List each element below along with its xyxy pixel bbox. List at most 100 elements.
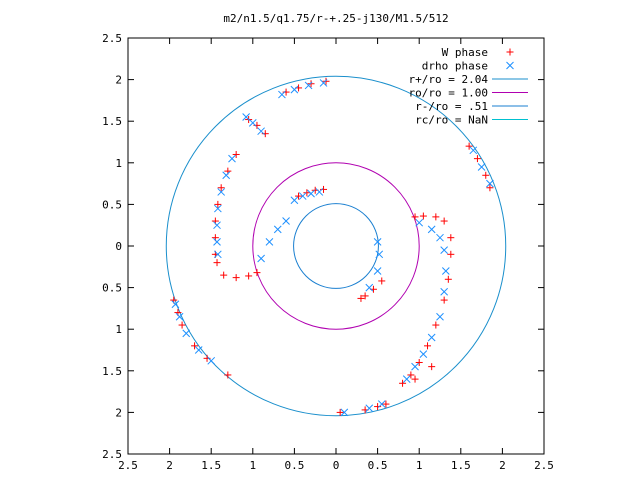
point-0-22	[253, 269, 261, 277]
legend-label-1: drho phase	[422, 60, 488, 73]
point-0-51	[224, 371, 232, 379]
point-0-36	[428, 363, 436, 371]
point-1-21	[282, 217, 290, 225]
point-0-10	[322, 77, 330, 85]
point-0-20	[232, 274, 240, 282]
point-0-34	[407, 371, 415, 379]
point-1-15	[213, 221, 221, 230]
point-1-32	[402, 375, 411, 383]
point-1-36	[365, 283, 374, 292]
y-tick-label-3: 1	[115, 157, 122, 170]
point-0-28	[447, 250, 455, 258]
point-1-7	[278, 90, 286, 99]
point-0-43	[473, 155, 481, 163]
point-0-45	[486, 184, 494, 192]
point-1-22	[415, 218, 424, 227]
point-1-20	[273, 225, 282, 234]
y-tick-label-9: 2	[115, 406, 122, 419]
point-0-31	[432, 321, 440, 329]
point-1-18	[257, 254, 265, 263]
point-0-33	[415, 358, 423, 366]
point-0-25	[432, 213, 440, 221]
point-0-42	[465, 142, 473, 150]
point-0-54	[374, 403, 382, 411]
x-tick-label-9: 2	[499, 459, 506, 472]
point-0-13	[217, 184, 225, 192]
legend-label-2: r+/ro = 2.04	[409, 73, 489, 86]
point-0-4	[261, 130, 269, 138]
point-1-47	[377, 400, 386, 408]
x-tick-label-1: 2	[166, 459, 173, 472]
point-0-30	[440, 296, 448, 304]
point-1-6	[242, 113, 250, 121]
point-1-25	[440, 246, 449, 255]
y-tick-label-5: 0	[115, 240, 122, 253]
point-0-18	[213, 259, 221, 267]
point-0-26	[440, 217, 448, 225]
point-1-30	[419, 350, 428, 359]
point-1-13	[217, 188, 226, 196]
point-1-17	[214, 250, 222, 259]
point-1-12	[222, 171, 231, 180]
circle-0	[165, 75, 507, 417]
y-tick-label-10: 2.5	[102, 448, 122, 461]
point-0-11	[232, 150, 240, 158]
point-0-41	[378, 277, 386, 285]
legend-label-0: W phase	[442, 46, 488, 59]
point-1-24	[436, 233, 444, 242]
y-tick-label-0: 2.5	[102, 32, 122, 45]
legend-label-3: ro/ro = 1.00	[409, 87, 488, 100]
point-1-3	[315, 188, 324, 196]
point-1-41	[175, 312, 184, 321]
y-tick-label-4: 0.5	[102, 198, 122, 211]
point-1-44	[207, 356, 216, 365]
point-0-24	[419, 212, 427, 220]
x-tick-label-10: 2.5	[534, 459, 554, 472]
y-tick-label-2: 1.5	[102, 115, 122, 128]
point-0-19	[220, 271, 228, 279]
y-tick-label-6: 0.5	[102, 282, 122, 295]
point-1-26	[441, 267, 450, 275]
point-1-35	[373, 267, 382, 275]
point-1-42	[182, 329, 191, 338]
point-1-5	[248, 119, 257, 127]
reference-circles	[165, 75, 507, 417]
y-tick-label-1: 2	[115, 74, 122, 87]
x-tick-label-2: 1.5	[201, 459, 221, 472]
point-1-19	[265, 237, 274, 246]
point-1-10	[319, 79, 328, 87]
point-0-1	[303, 189, 311, 197]
circle-1	[252, 162, 420, 330]
point-1-46	[365, 404, 374, 413]
point-1-40	[171, 300, 180, 309]
x-tick-label-3: 1	[249, 459, 256, 472]
point-1-38	[477, 163, 486, 171]
point-0-7	[282, 88, 290, 96]
point-0-3	[320, 185, 328, 193]
point-0-44	[482, 171, 490, 179]
point-1-34	[375, 250, 384, 259]
x-tick-label-8: 1.5	[451, 459, 471, 472]
point-1-39	[486, 179, 494, 188]
point-0-55	[382, 400, 390, 408]
legend-marker-0	[506, 48, 514, 56]
point-0-9	[307, 80, 315, 88]
point-1-16	[213, 237, 221, 246]
point-1-8	[290, 85, 299, 94]
point-0-49	[191, 342, 199, 350]
legend-label-4: r-/ro = .51	[415, 100, 488, 113]
point-0-14	[214, 200, 222, 208]
point-1-43	[194, 346, 203, 354]
point-0-29	[444, 275, 452, 283]
point-1-2	[307, 189, 315, 198]
y-tick-label-8: 1.5	[102, 365, 122, 378]
point-1-33	[373, 237, 382, 246]
point-0-23	[411, 213, 419, 221]
circle-2	[293, 203, 379, 289]
point-0-39	[361, 292, 369, 300]
x-tick-label-5: 0	[333, 459, 340, 472]
point-1-4	[257, 127, 265, 136]
point-0-32	[424, 342, 432, 350]
